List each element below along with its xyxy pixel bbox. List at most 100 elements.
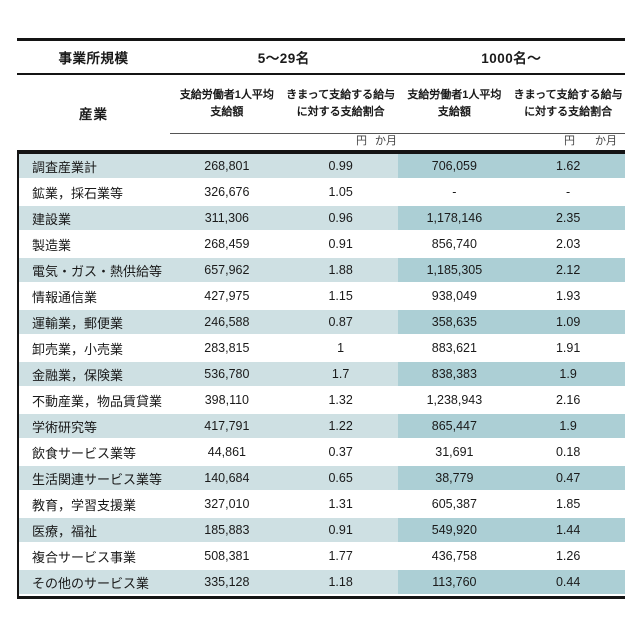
value-cell: 417,791 [170, 414, 284, 438]
value-cell: 706,059 [397, 154, 512, 178]
value-cell: 0.91 [283, 518, 398, 542]
industry-cell: 製造業 [32, 237, 72, 253]
industry-cell: 複合サービス事業 [32, 549, 137, 565]
table-row: 学術研究等 417,791 1.22 865,447 1.9 [19, 414, 625, 440]
unit-months-small: か月 [375, 135, 397, 147]
value-cell: 883,621 [431, 341, 477, 355]
group-header-large: 1000名〜 [481, 51, 542, 66]
col-header-ratio-small: きまって支給する給与 に対する支給割合 [284, 75, 398, 133]
industry-cell: 情報通信業 [32, 289, 98, 305]
value-cell: 2.03 [555, 237, 581, 251]
value-cell: 283,815 [204, 341, 250, 355]
col-header-line: 支給額 [437, 106, 471, 118]
industry-cell: 不動産業，物品賃貸業 [32, 393, 163, 409]
value-cell: 335,128 [170, 570, 284, 594]
value-cell: 2.12 [511, 258, 625, 282]
group-header-small: 5〜29名 [257, 51, 310, 66]
col-header-avg-small: 支給労働者1人平均 支給額 [170, 75, 284, 133]
col-header-line: 支給労働者1人平均 [407, 88, 502, 101]
size-group-header-row: 事業所規模 5〜29名 1000名〜 [17, 38, 625, 75]
industry-cell: 飲食サービス業等 [32, 445, 137, 461]
industry-cell: 卸売業，小売業 [32, 341, 124, 357]
col-header-ratio-large: きまって支給する給与 に対する支給割合 [511, 75, 625, 133]
value-cell: 1.77 [328, 549, 353, 563]
table-row: 情報通信業 427,975 1.15 938,049 1.93 [19, 284, 625, 310]
unit-months-large: か月 [595, 135, 617, 147]
table-row: 不動産業，物品賃貸業 398,110 1.32 1,238,943 2.16 [19, 388, 625, 414]
value-cell: 1,178,146 [397, 206, 512, 230]
industry-cell: 教育，学習支援業 [32, 497, 137, 513]
value-cell: 1.62 [511, 154, 625, 178]
size-header-label: 事業所規模 [58, 51, 129, 66]
column-header-row: 産業 支給労働者1人平均 支給額 きまって支給する給与 に対する支給割合 支給労… [17, 75, 625, 150]
value-cell: 1.09 [511, 310, 625, 334]
value-cell: 1.85 [555, 497, 581, 511]
value-cell: 1.7 [283, 362, 398, 386]
unit-yen-large: 円 [564, 135, 575, 147]
value-cell: 268,801 [170, 154, 284, 178]
value-cell: 1.93 [555, 289, 581, 303]
col-header-line: きまって支給する給与 [513, 88, 623, 101]
col-header-line: きまって支給する給与 [286, 88, 396, 101]
table-body: 調査産業計 268,801 0.99 706,059 1.62 鉱業，採石業等 326,67… [17, 150, 625, 599]
industry-cell: 建設業 [19, 206, 170, 230]
value-cell: 0.18 [555, 445, 581, 459]
value-cell: 326,676 [204, 185, 250, 199]
value-cell: 0.91 [328, 237, 353, 251]
value-cell: 1 [337, 341, 345, 355]
value-cell: 856,740 [431, 237, 477, 251]
value-cell: 605,387 [431, 497, 477, 511]
industry-header-label: 産業 [79, 106, 108, 122]
value-cell: 1.44 [511, 518, 625, 542]
industry-cell: 調査産業計 [19, 154, 170, 178]
value-cell: 358,635 [397, 310, 512, 334]
table-row: その他のサービス業 335,128 1.18 113,760 0.44 [19, 570, 625, 596]
table-row: 調査産業計 268,801 0.99 706,059 1.62 [19, 154, 625, 180]
value-cell: 113,760 [397, 570, 512, 594]
unit-yen-small: 円 [356, 135, 367, 147]
wage-table: 事業所規模 5〜29名 1000名〜 産業 支給労働者1人平均 支給額 きまって… [17, 38, 625, 599]
col-header-line: 支給労働者1人平均 [179, 88, 274, 101]
value-cell: 327,010 [204, 497, 250, 511]
table-row: 飲食サービス業等 44,861 0.37 31,691 0.18 [19, 440, 625, 466]
value-cell: 0.37 [328, 445, 353, 459]
value-cell: 938,049 [431, 289, 477, 303]
value-cell: 185,883 [170, 518, 284, 542]
col-header-line: に対する支給割合 [296, 106, 385, 118]
value-cell: 38,779 [397, 466, 512, 490]
value-cell: 1.15 [328, 289, 353, 303]
value-cell: 1.18 [283, 570, 398, 594]
units-row: 円 か月 円 か月 [170, 133, 625, 150]
value-cell: 1.9 [511, 414, 625, 438]
value-cell: 0.99 [283, 154, 398, 178]
value-cell: 0.96 [283, 206, 398, 230]
value-cell: 1,185,305 [397, 258, 512, 282]
value-cell: 0.47 [511, 466, 625, 490]
value-cell: 657,962 [170, 258, 284, 282]
table-row: 教育，学習支援業 327,010 1.31 605,387 1.85 [19, 492, 625, 518]
value-cell: - [566, 185, 571, 199]
value-cell: 44,861 [207, 445, 246, 459]
value-cell: 140,684 [170, 466, 284, 490]
value-cell: 838,383 [397, 362, 512, 386]
value-cell: 268,459 [204, 237, 250, 251]
value-cell: 1,238,943 [426, 393, 483, 407]
col-header-avg-large: 支給労働者1人平均 支給額 [398, 75, 512, 133]
industry-cell: 金融業，保険業 [19, 362, 170, 386]
table-row: 製造業 268,459 0.91 856,740 2.03 [19, 232, 625, 258]
col-header-line: 支給額 [210, 106, 244, 118]
table-row: 生活関連サービス業等 140,684 0.65 38,779 0.47 [19, 466, 625, 492]
value-cell: 1.26 [555, 549, 581, 563]
value-cell: 549,920 [397, 518, 512, 542]
value-cell: 1.88 [283, 258, 398, 282]
value-cell: 865,447 [397, 414, 512, 438]
value-cell: 1.31 [328, 497, 353, 511]
table-row: 建設業 311,306 0.96 1,178,146 2.35 [19, 206, 625, 232]
industry-cell: 電気・ガス・熱供給等 [19, 258, 170, 282]
value-cell: 31,691 [435, 445, 474, 459]
value-cell: 398,110 [204, 393, 249, 407]
value-cell: 1.9 [511, 362, 625, 386]
industry-cell: 学術研究等 [19, 414, 170, 438]
value-cell: 2.16 [555, 393, 581, 407]
